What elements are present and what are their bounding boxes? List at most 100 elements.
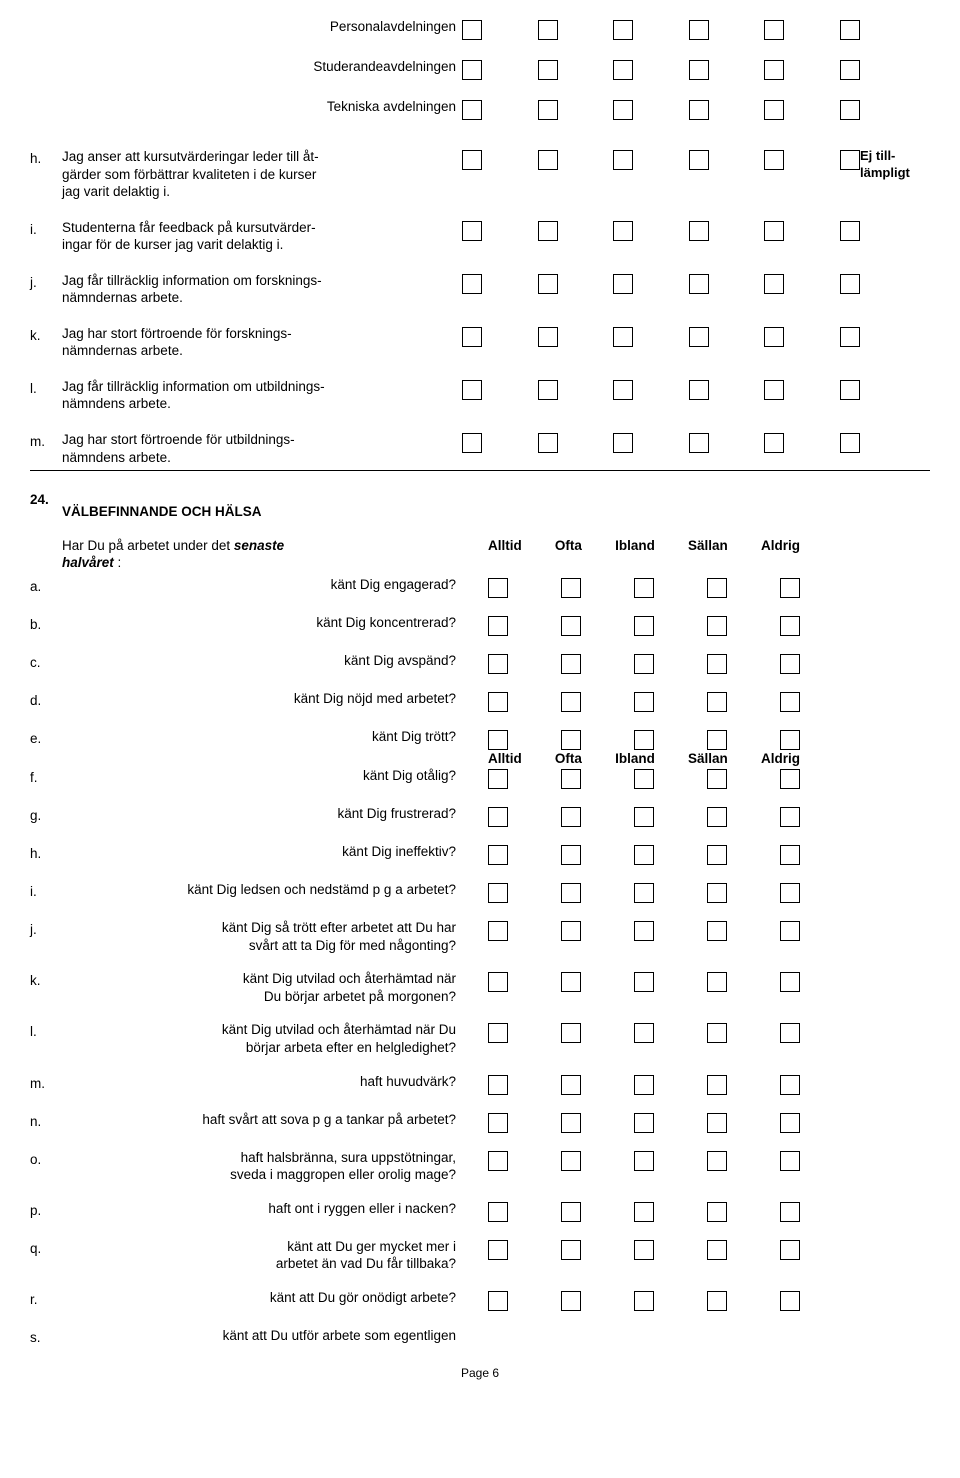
checkbox[interactable] (707, 972, 727, 992)
checkbox[interactable] (764, 433, 784, 453)
checkbox[interactable] (634, 1291, 654, 1311)
checkbox[interactable] (488, 845, 508, 865)
checkbox[interactable] (689, 100, 709, 120)
checkbox[interactable] (634, 972, 654, 992)
checkbox[interactable] (764, 327, 784, 347)
checkbox[interactable] (840, 274, 860, 294)
checkbox[interactable] (462, 274, 482, 294)
checkbox[interactable] (634, 769, 654, 789)
checkbox[interactable] (780, 616, 800, 636)
checkbox[interactable] (488, 730, 508, 750)
checkbox[interactable] (488, 1023, 508, 1043)
checkbox[interactable] (840, 433, 860, 453)
checkbox[interactable] (707, 1240, 727, 1260)
checkbox[interactable] (561, 578, 581, 598)
checkbox[interactable] (780, 654, 800, 674)
checkbox[interactable] (634, 1240, 654, 1260)
checkbox[interactable] (488, 1291, 508, 1311)
checkbox[interactable] (561, 1075, 581, 1095)
checkbox[interactable] (488, 921, 508, 941)
checkbox[interactable] (689, 433, 709, 453)
checkbox[interactable] (613, 327, 633, 347)
checkbox[interactable] (707, 883, 727, 903)
checkbox[interactable] (840, 60, 860, 80)
checkbox[interactable] (634, 921, 654, 941)
checkbox[interactable] (707, 1023, 727, 1043)
checkbox[interactable] (780, 883, 800, 903)
checkbox[interactable] (780, 807, 800, 827)
checkbox[interactable] (488, 578, 508, 598)
checkbox[interactable] (462, 380, 482, 400)
checkbox[interactable] (634, 883, 654, 903)
checkbox[interactable] (613, 20, 633, 40)
checkbox[interactable] (462, 327, 482, 347)
checkbox[interactable] (764, 100, 784, 120)
checkbox[interactable] (488, 692, 508, 712)
checkbox[interactable] (462, 433, 482, 453)
checkbox[interactable] (613, 150, 633, 170)
checkbox[interactable] (840, 150, 860, 170)
checkbox[interactable] (488, 1151, 508, 1171)
checkbox[interactable] (561, 616, 581, 636)
checkbox[interactable] (780, 1151, 800, 1171)
checkbox[interactable] (634, 1023, 654, 1043)
checkbox[interactable] (634, 845, 654, 865)
checkbox[interactable] (689, 221, 709, 241)
checkbox[interactable] (707, 1075, 727, 1095)
checkbox[interactable] (538, 20, 558, 40)
checkbox[interactable] (780, 692, 800, 712)
checkbox[interactable] (488, 1113, 508, 1133)
checkbox[interactable] (707, 1202, 727, 1222)
checkbox[interactable] (689, 60, 709, 80)
checkbox[interactable] (538, 274, 558, 294)
checkbox[interactable] (634, 1075, 654, 1095)
checkbox[interactable] (462, 60, 482, 80)
checkbox[interactable] (707, 1113, 727, 1133)
checkbox[interactable] (780, 921, 800, 941)
checkbox[interactable] (613, 221, 633, 241)
checkbox[interactable] (462, 100, 482, 120)
checkbox[interactable] (561, 730, 581, 750)
checkbox[interactable] (634, 807, 654, 827)
checkbox[interactable] (707, 921, 727, 941)
checkbox[interactable] (561, 807, 581, 827)
checkbox[interactable] (613, 433, 633, 453)
checkbox[interactable] (561, 1240, 581, 1260)
checkbox[interactable] (462, 150, 482, 170)
checkbox[interactable] (634, 692, 654, 712)
checkbox[interactable] (613, 380, 633, 400)
checkbox[interactable] (634, 1202, 654, 1222)
checkbox[interactable] (634, 616, 654, 636)
checkbox[interactable] (634, 578, 654, 598)
checkbox[interactable] (538, 100, 558, 120)
checkbox[interactable] (780, 1075, 800, 1095)
checkbox[interactable] (538, 221, 558, 241)
checkbox[interactable] (689, 327, 709, 347)
checkbox[interactable] (561, 921, 581, 941)
checkbox[interactable] (561, 1023, 581, 1043)
checkbox[interactable] (538, 433, 558, 453)
checkbox[interactable] (538, 150, 558, 170)
checkbox[interactable] (707, 845, 727, 865)
checkbox[interactable] (707, 769, 727, 789)
checkbox[interactable] (840, 380, 860, 400)
checkbox[interactable] (707, 578, 727, 598)
checkbox[interactable] (764, 274, 784, 294)
checkbox[interactable] (840, 221, 860, 241)
checkbox[interactable] (780, 1291, 800, 1311)
checkbox[interactable] (780, 1113, 800, 1133)
checkbox[interactable] (462, 20, 482, 40)
checkbox[interactable] (613, 60, 633, 80)
checkbox[interactable] (488, 883, 508, 903)
checkbox[interactable] (634, 730, 654, 750)
checkbox[interactable] (613, 100, 633, 120)
checkbox[interactable] (538, 380, 558, 400)
checkbox[interactable] (561, 883, 581, 903)
checkbox[interactable] (561, 769, 581, 789)
checkbox[interactable] (780, 578, 800, 598)
checkbox[interactable] (488, 654, 508, 674)
checkbox[interactable] (707, 1291, 727, 1311)
checkbox[interactable] (840, 100, 860, 120)
checkbox[interactable] (707, 692, 727, 712)
checkbox[interactable] (488, 1075, 508, 1095)
